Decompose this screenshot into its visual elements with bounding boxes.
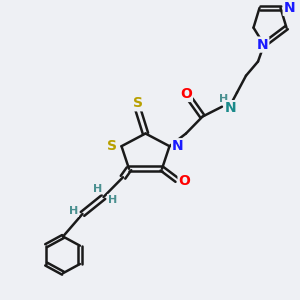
Text: H: H: [69, 206, 78, 216]
Text: S: S: [107, 139, 118, 153]
Text: H: H: [108, 195, 117, 205]
Text: H: H: [94, 184, 103, 194]
Text: O: O: [180, 87, 192, 101]
Text: N: N: [284, 1, 295, 15]
Text: N: N: [257, 38, 268, 52]
Text: S: S: [133, 96, 143, 110]
Text: N: N: [225, 101, 236, 115]
Text: H: H: [219, 94, 228, 104]
Text: N: N: [172, 139, 184, 153]
Text: O: O: [178, 175, 190, 188]
